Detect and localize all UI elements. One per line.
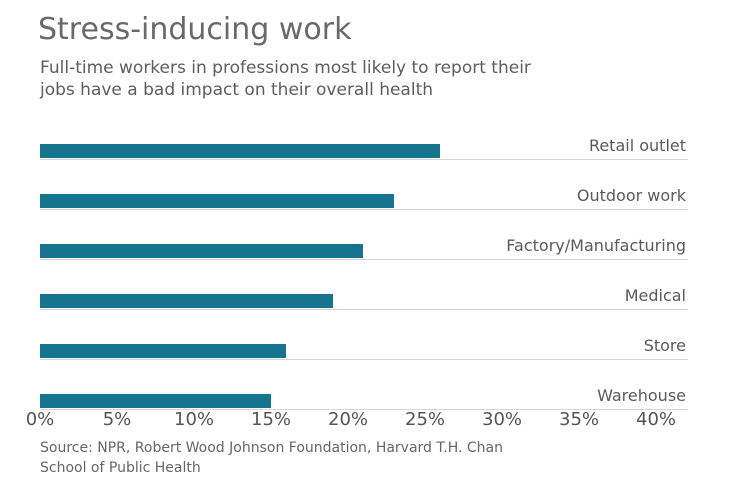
- x-tick-label: 40%: [635, 409, 677, 430]
- bar-label: Retail outlet: [588, 136, 686, 155]
- x-tick-label: 35%: [558, 409, 600, 430]
- bar-row: Warehouse: [40, 360, 688, 410]
- x-tick-label: 30%: [481, 409, 523, 430]
- bar-row: Outdoor work: [40, 160, 688, 210]
- chart-subtitle-line-2: jobs have a bad impact on their overall …: [40, 80, 434, 100]
- bar: [40, 294, 333, 308]
- x-tick-label: 20%: [327, 409, 369, 430]
- x-tick-label: 5%: [102, 409, 132, 430]
- bar-label: Outdoor work: [576, 186, 686, 205]
- bar-label: Store: [643, 336, 686, 355]
- bar-label: Warehouse: [597, 386, 686, 405]
- bar: [40, 244, 364, 258]
- x-tick-label: 0%: [25, 409, 55, 430]
- bar: [40, 344, 287, 358]
- chart-subtitle-line-1: Full-time workers in professions most li…: [40, 58, 531, 78]
- bar: [40, 394, 271, 408]
- bar-label: Factory/Manufacturing: [506, 236, 686, 255]
- bar-label: Medical: [624, 286, 686, 305]
- bar-row: Store: [40, 310, 688, 360]
- chart-title: Stress-inducing work: [38, 12, 352, 47]
- bar-row: Retail outlet: [40, 110, 688, 160]
- source-note: Source: NPR, Robert Wood Johnson Foundat…: [40, 438, 503, 478]
- x-tick-label: 25%: [404, 409, 446, 430]
- source-line-1: Source: NPR, Robert Wood Johnson Foundat…: [40, 440, 504, 456]
- x-axis: 0% 5% 10% 15% 20% 25% 30% 35% 40%: [26, 409, 688, 431]
- x-tick-label: 15%: [250, 409, 292, 430]
- chart-subtitle: Full-time workers in professions most li…: [40, 57, 531, 101]
- x-tick-label: 10%: [173, 409, 215, 430]
- bar: [40, 194, 395, 208]
- bar-row: Factory/Manufacturing: [40, 210, 688, 260]
- bar-row: Medical: [40, 260, 688, 310]
- bar: [40, 144, 441, 158]
- bar-rows: Retail outlet Outdoor work Factory/Manufac…: [40, 110, 688, 410]
- source-line-2: School of Public Health: [40, 460, 201, 476]
